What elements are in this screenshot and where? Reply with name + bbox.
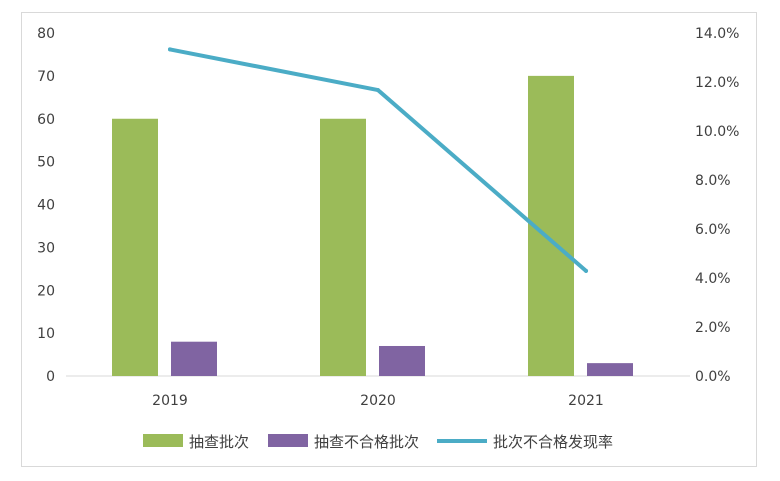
left-axis-tick-label: 0	[46, 369, 55, 385]
legend-label: 抽查批次	[189, 433, 249, 451]
x-axis-tick-label: 2020	[360, 393, 396, 409]
rate-point	[584, 268, 588, 273]
rate-point	[376, 88, 380, 93]
right-axis-tick-label: 12.0%	[695, 75, 739, 91]
bar	[112, 118, 158, 376]
bar	[587, 363, 633, 376]
x-axis-tick-label: 2021	[568, 393, 604, 409]
right-axis-tick-label: 2.0%	[695, 320, 731, 336]
bars	[112, 75, 633, 376]
left-axis-tick-label: 50	[37, 155, 55, 171]
left-axis-ticks: 0 10 20 30 40 50 60 70 80	[37, 26, 55, 385]
left-axis-tick-label: 40	[37, 198, 55, 214]
right-axis-ticks: 0.0% 2.0% 4.0% 6.0% 8.0% 10.0% 12.0% 14.0%	[695, 26, 739, 385]
x-axis-ticks: 2019 2020 2021	[152, 393, 604, 409]
legend-swatch	[268, 434, 308, 447]
rate-line	[168, 47, 588, 273]
left-axis-tick-label: 10	[37, 326, 55, 342]
bar	[320, 118, 366, 376]
legend-swatch	[143, 434, 183, 447]
right-axis-tick-label: 10.0%	[695, 124, 739, 140]
right-axis-tick-label: 4.0%	[695, 271, 731, 287]
left-axis-tick-label: 60	[37, 112, 55, 128]
bar	[379, 345, 425, 376]
right-axis-tick-label: 6.0%	[695, 222, 731, 238]
left-axis-tick-label: 20	[37, 283, 55, 299]
left-axis-tick-label: 80	[37, 26, 55, 42]
rate-point	[168, 47, 172, 52]
left-axis-tick-label: 30	[37, 240, 55, 256]
right-axis-tick-label: 0.0%	[695, 369, 731, 385]
legend-label: 批次不合格发现率	[493, 433, 613, 451]
right-axis-tick-label: 14.0%	[695, 26, 739, 42]
legend: 抽查批次 抽查不合格批次 批次不合格发现率	[143, 433, 613, 451]
x-axis-tick-label: 2019	[152, 393, 188, 409]
right-axis-tick-label: 8.0%	[695, 173, 731, 189]
bar	[171, 341, 217, 376]
legend-label: 抽查不合格批次	[314, 433, 419, 451]
line-series	[168, 47, 588, 273]
left-axis-tick-label: 70	[37, 69, 55, 85]
